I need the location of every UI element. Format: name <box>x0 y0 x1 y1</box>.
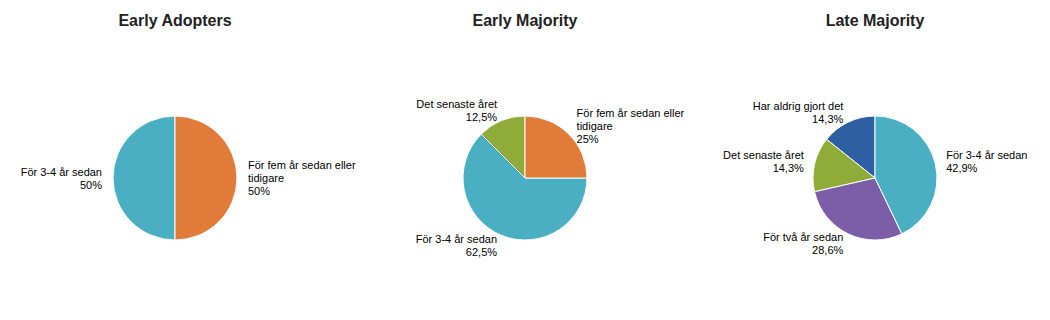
chart-title: Late Majority <box>826 12 925 29</box>
data-label: 50% <box>80 179 102 191</box>
data-label: 28,6% <box>812 244 843 256</box>
slice-label-line: För fem år sedan eller <box>577 107 685 119</box>
data-label: 14,3% <box>773 162 804 174</box>
labels: För 3-4 år sedan50%För fem år sedan elle… <box>21 159 356 197</box>
slices <box>113 116 237 240</box>
pie-panel: Early Majority Det senaste året12,5% För 3… <box>416 12 685 258</box>
slice-label-line: Det senaste året <box>416 98 497 110</box>
slice-label: Det senaste året <box>416 98 497 110</box>
data-label: 50% <box>248 185 270 197</box>
slice-label: För 3-4 år sedan <box>946 149 1027 161</box>
labels: Det senaste året12,5% För 3-4 år sedan62,… <box>416 98 685 258</box>
chart-title: Early Majority <box>473 12 578 29</box>
slice-label-line: För 3-4 år sedan <box>946 149 1027 161</box>
pie-slice <box>113 116 175 240</box>
pie-slice <box>875 116 937 234</box>
slice-label: För fem år sedan ellertidigare <box>248 159 356 184</box>
slice-label: För 3-4 år sedan <box>21 166 102 178</box>
data-label: 25% <box>577 133 599 145</box>
chart-container: Early AdoptersFör 3-4 år sedan50%För fem… <box>0 0 1050 320</box>
data-label: 42,9% <box>946 162 977 174</box>
data-label: 12,5% <box>466 111 497 123</box>
pie-slice <box>175 116 237 240</box>
slice-label: För två år sedan <box>763 231 843 243</box>
slices <box>813 116 937 240</box>
slice-label: Har aldrig gjort det <box>753 100 844 112</box>
slice-label-line: Har aldrig gjort det <box>753 100 844 112</box>
slice-label-line: tidigare <box>248 172 284 184</box>
slice-label: För 3-4 år sedan <box>416 233 497 245</box>
data-label: 14,3% <box>812 113 843 125</box>
chart-svg: Early AdoptersFör 3-4 år sedan50%För fem… <box>0 0 1050 320</box>
slice-label-line: För 3-4 år sedan <box>416 233 497 245</box>
slices <box>463 116 587 240</box>
slice-label-line: För två år sedan <box>763 231 843 243</box>
pie-panel: Early AdoptersFör 3-4 år sedan50%För fem… <box>21 12 356 240</box>
slice-label-line: Det senaste året <box>723 149 804 161</box>
chart-title: Early Adopters <box>118 12 231 29</box>
labels: Har aldrig gjort det14,3%Det senaste åre… <box>723 100 1027 257</box>
pie-panel: Late MajorityHar aldrig gjort det14,3%De… <box>723 12 1027 256</box>
slice-label: För fem år sedan ellertidigare <box>577 107 685 132</box>
slice-label-line: För 3-4 år sedan <box>21 166 102 178</box>
slice-label: Det senaste året <box>723 149 804 161</box>
data-label: 62,5% <box>466 246 497 258</box>
slice-label-line: För fem år sedan eller <box>248 159 356 171</box>
slice-label-line: tidigare <box>577 120 613 132</box>
